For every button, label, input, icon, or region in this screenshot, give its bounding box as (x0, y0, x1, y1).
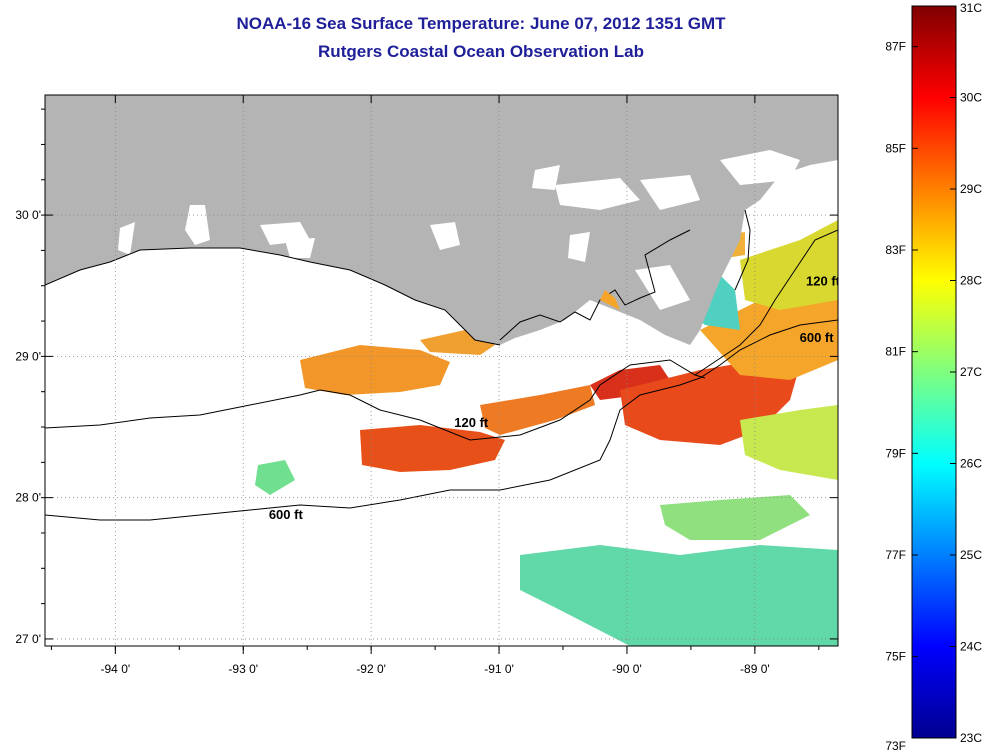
x-tick-label: -90 0' (612, 662, 642, 676)
colorbar-fahrenheit-label: 75F (885, 650, 906, 664)
map-area: 120 ft 600 ft 120 ft 600 ft (45, 95, 841, 646)
colorbar-celsius-label: 25C (960, 548, 982, 562)
colorbar-celsius-label: 23C (960, 731, 982, 745)
colorbar-celsius-labels: 31C 30C 29C 28C 27C 26C 25C 24C 23C (950, 1, 982, 745)
y-tick-label: 27 0' (15, 632, 41, 646)
colorbar-celsius-label: 28C (960, 274, 982, 288)
colorbar-fahrenheit-label: 81F (885, 345, 906, 359)
lake-7 (555, 178, 640, 210)
x-tick-label: -91 0' (484, 662, 514, 676)
x-tick-label: -93 0' (228, 662, 258, 676)
longitude-axis: -94 0' -93 0' -92 0' -91 0' -90 0' -89 0' (50, 95, 820, 676)
land-mass (45, 95, 838, 345)
colorbar-fahrenheit-label: 73F (885, 739, 906, 753)
contour-label: 600 ft (269, 507, 304, 522)
map-subtitle: Rutgers Coastal Ocean Observation Lab (318, 42, 644, 61)
lake-9 (720, 150, 800, 185)
sst-patch-mid-orange (480, 385, 595, 435)
sst-patch-green-sw (255, 460, 295, 495)
sst-patch-cyan-south (520, 545, 838, 646)
colorbar: 31C 30C 29C 28C 27C 26C 25C 24C 23C 87F 85F 83F 81F… (885, 1, 982, 753)
sst-patch-south-red (360, 425, 505, 472)
colorbar-fahrenheit-labels: 87F 85F 83F 81F 79F 77F 75F 73F (885, 40, 918, 753)
map-grid (45, 95, 838, 646)
latitude-axis: 30 0' 29 0' 28 0' 27 0' (15, 108, 838, 646)
sst-patches (255, 172, 838, 646)
colorbar-fahrenheit-label: 79F (885, 446, 906, 460)
contour-120ft-east (694, 229, 838, 376)
y-tick-label: 30 0' (15, 208, 41, 222)
lake-10 (635, 265, 690, 310)
lake-11 (118, 222, 135, 255)
colorbar-celsius-label: 29C (960, 182, 982, 196)
sst-patch-yellow-patches (740, 405, 838, 480)
contour-label: 120 ft (806, 274, 841, 289)
lake-6 (532, 165, 560, 190)
contour-label: 120 ft (454, 415, 489, 430)
map-title: NOAA-16 Sea Surface Temperature: June 07… (236, 14, 726, 33)
y-tick-label: 29 0' (15, 349, 41, 363)
lake-4 (430, 222, 460, 250)
contour-coast-east (734, 209, 751, 291)
colorbar-celsius-label: 26C (960, 457, 982, 471)
contour-labels: 120 ft 600 ft 120 ft 600 ft (269, 274, 841, 522)
colorbar-gradient (911, 5, 957, 739)
x-tick-label: -94 0' (101, 662, 131, 676)
colorbar-fahrenheit-label: 85F (885, 141, 906, 155)
sst-patch-west-orange (300, 345, 450, 395)
y-tick-label: 28 0' (15, 491, 41, 505)
colorbar-fahrenheit-label: 77F (885, 548, 906, 562)
map-frame (44, 94, 839, 647)
colorbar-celsius-label: 24C (960, 640, 982, 654)
contour-label: 600 ft (800, 330, 835, 345)
lake-3 (285, 238, 315, 258)
colorbar-celsius-label: 30C (960, 91, 982, 105)
colorbar-fahrenheit-label: 87F (885, 40, 906, 54)
delta-patch (600, 290, 620, 310)
x-tick-label: -92 0' (356, 662, 386, 676)
lake-1 (185, 205, 210, 245)
lake-5 (568, 232, 590, 262)
inland-water-features (118, 150, 800, 310)
contour-120ft-west (45, 359, 706, 441)
colorbar-fahrenheit-label: 83F (885, 243, 906, 257)
sst-patch-green-se (660, 495, 810, 540)
colorbar-celsius-label: 31C (960, 1, 982, 15)
delta-detail (499, 229, 691, 341)
lake-8 (640, 175, 700, 210)
x-tick-label: -89 0' (740, 662, 770, 676)
sst-patch-delta-red (590, 365, 670, 400)
colorbar-celsius-label: 27C (960, 365, 982, 379)
contour-600ft-west (45, 319, 838, 521)
